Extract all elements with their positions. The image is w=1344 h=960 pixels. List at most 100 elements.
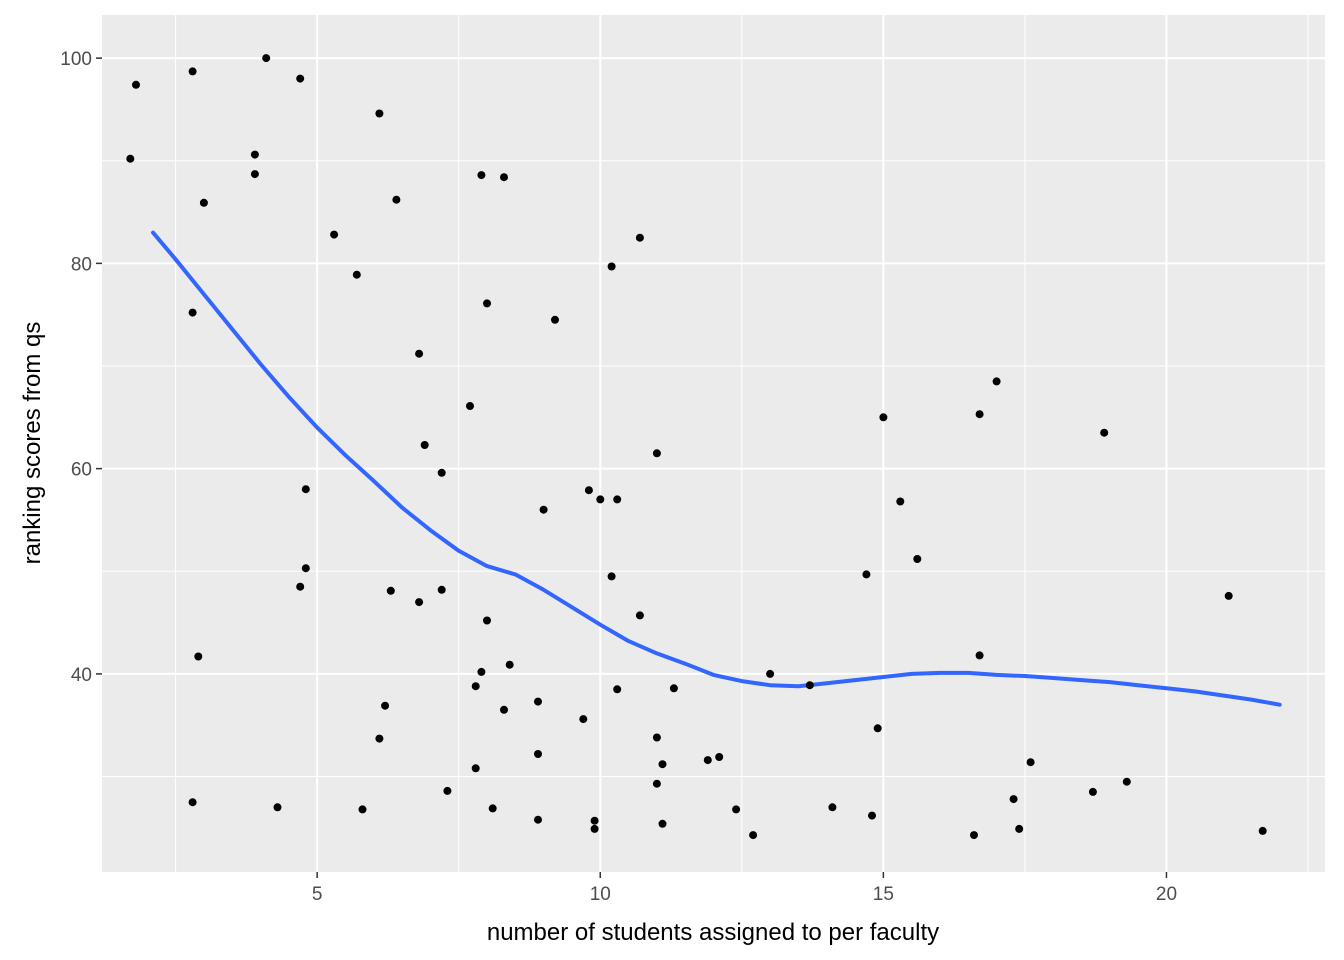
data-point-5	[194, 652, 203, 661]
data-point-39	[488, 804, 497, 813]
data-point-78	[970, 831, 978, 840]
data-point-30	[477, 171, 486, 180]
data-point-3	[199, 198, 208, 207]
data-point-24	[420, 441, 429, 449]
data-point-60	[658, 819, 667, 828]
y-axis: 40 60 80 100	[60, 49, 102, 686]
y-tick-label-2: 80	[71, 254, 92, 275]
data-point-50	[652, 449, 661, 458]
x-tick-label-1: 10	[590, 884, 611, 905]
data-point-16	[352, 270, 361, 279]
data-point-74	[913, 555, 922, 563]
data-point-2	[188, 67, 197, 76]
data-point-81	[1026, 758, 1035, 767]
data-point-11	[273, 803, 282, 812]
data-point-83	[1100, 428, 1109, 437]
data-point-0	[126, 154, 135, 163]
data-point-32	[500, 173, 508, 182]
data-point-23	[415, 349, 424, 358]
data-point-22	[358, 805, 367, 814]
data-point-80	[1015, 824, 1024, 833]
smooth-line-layer	[151, 230, 1282, 707]
data-point-71	[873, 724, 882, 733]
data-point-66	[766, 669, 775, 678]
data-point-46	[596, 495, 605, 504]
data-point-86	[1258, 826, 1267, 835]
data-point-37	[500, 705, 508, 714]
data-point-61	[669, 684, 678, 693]
data-point-41	[534, 750, 542, 758]
data-point-44	[539, 505, 548, 514]
data-point-53	[579, 715, 588, 724]
data-point-27	[437, 585, 446, 594]
data-point-51	[607, 572, 616, 581]
data-point-56	[590, 824, 599, 833]
y-tick-label-1: 60	[71, 460, 92, 481]
data-point-21	[386, 586, 395, 595]
y-axis-title: ranking scores from qs	[19, 322, 46, 565]
data-point-34	[477, 667, 486, 676]
data-point-54	[613, 685, 622, 694]
plot-panel	[102, 15, 1325, 872]
data-point-19	[381, 701, 390, 710]
data-point-70	[868, 811, 876, 820]
data-point-29	[466, 402, 474, 410]
data-point-85	[1224, 591, 1233, 600]
data-point-73	[896, 497, 905, 506]
data-point-15	[330, 230, 339, 239]
x-tick-label-3: 20	[1156, 884, 1177, 905]
data-point-69	[862, 570, 871, 579]
data-point-76	[992, 377, 1001, 386]
data-point-26	[415, 598, 424, 607]
data-point-12	[301, 485, 310, 494]
data-point-62	[703, 756, 712, 765]
data-point-58	[658, 760, 667, 769]
smooth-trend-line	[151, 230, 1282, 707]
data-point-75	[975, 410, 984, 419]
y-tick-label-0: 40	[71, 665, 92, 686]
data-point-77	[975, 651, 984, 660]
data-point-18	[392, 195, 401, 204]
x-tick-label-0: 5	[312, 884, 323, 905]
data-point-31	[483, 299, 491, 308]
data-point-20	[375, 734, 384, 743]
data-point-10	[296, 74, 305, 83]
x-tick-label-2: 15	[873, 884, 894, 905]
data-point-36	[505, 660, 514, 669]
data-point-6	[188, 798, 197, 807]
x-axis: 5 10 15 20	[312, 872, 1177, 905]
data-point-48	[607, 262, 616, 271]
scatter-points	[126, 54, 1267, 840]
data-point-13	[301, 564, 310, 573]
data-point-47	[613, 495, 622, 504]
data-point-65	[749, 831, 758, 840]
data-point-64	[732, 805, 741, 814]
data-point-45	[584, 486, 593, 495]
y-tick-label-3: 100	[60, 49, 92, 70]
data-point-42	[534, 815, 542, 824]
data-point-25	[437, 468, 446, 477]
data-point-79	[1009, 795, 1018, 804]
data-point-9	[262, 54, 271, 63]
data-point-43	[551, 315, 559, 324]
data-point-14	[296, 582, 305, 591]
data-point-82	[1088, 787, 1097, 796]
data-point-72	[879, 413, 888, 422]
data-point-63	[715, 753, 724, 761]
data-point-35	[471, 682, 480, 691]
data-point-40	[534, 697, 542, 706]
data-point-49	[635, 233, 644, 242]
data-point-1	[132, 80, 140, 89]
data-point-84	[1122, 777, 1131, 786]
data-point-38	[471, 764, 480, 773]
data-point-33	[483, 616, 491, 625]
data-point-68	[828, 803, 837, 812]
data-point-8	[250, 170, 259, 179]
data-point-59	[652, 779, 661, 788]
x-axis-title: number of students assigned to per facul…	[487, 919, 939, 946]
data-point-28	[443, 786, 452, 795]
data-point-55	[590, 816, 599, 825]
data-point-17	[375, 109, 384, 118]
data-point-4	[188, 308, 197, 317]
